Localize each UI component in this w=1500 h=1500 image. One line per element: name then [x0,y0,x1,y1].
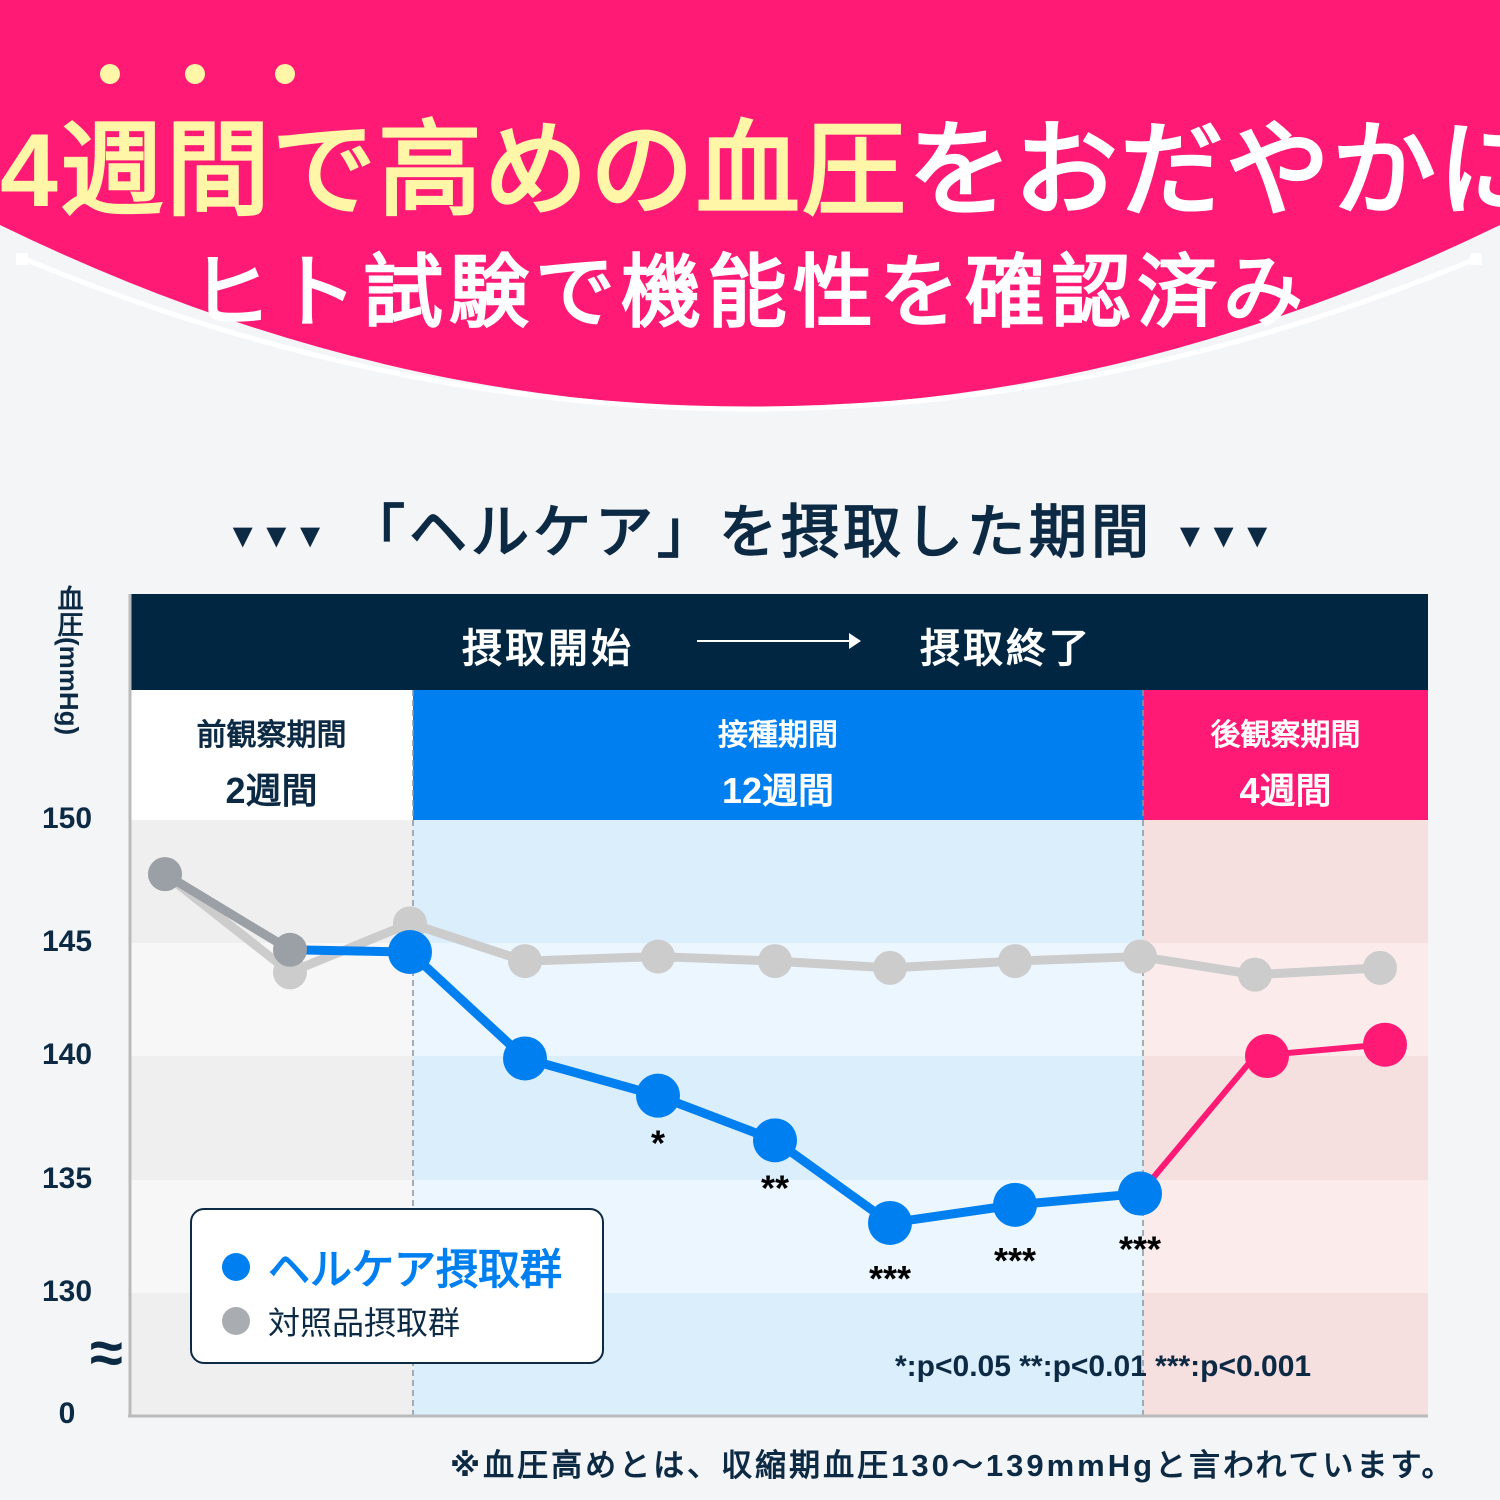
plot-band [130,1056,413,1180]
helcare-line-segment [772,1136,893,1227]
period-pre: 前観察期間 2週間 [130,690,413,820]
gray-dot-icon [222,1307,250,1335]
blue-dot-icon [222,1252,250,1281]
control-line-segment [1139,952,1256,980]
header-banner [0,0,1500,412]
y-tick: 130 [41,1275,93,1308]
significance-mark: *** [1119,1229,1161,1270]
plot-band [413,820,1143,943]
footnote: ※血圧高めとは、収縮期血圧130〜139mmHgと言われています。 [450,1448,1456,1483]
control-line-segment [657,952,776,966]
control-point [998,944,1032,979]
control-point [758,944,792,979]
significance-mark: * [651,1123,665,1164]
control-line-segment [889,956,1016,973]
significance-mark: *** [869,1258,911,1299]
intake-end-label: 摂取終了 [920,627,1092,671]
triangle-down-icon: ▼▼▼ [1173,517,1275,556]
section-title: ▼▼▼ 「ヘルケア」を摂取した期間 ▼▼▼ [225,500,1275,565]
helcare-point [868,1200,912,1245]
y-tick: 140 [41,1038,93,1071]
helcare-line-segment [162,870,293,954]
helcare-point [503,1036,547,1081]
control-point [873,950,907,985]
helcare-line-segment [523,1054,660,1101]
control-point [641,939,675,974]
helcare-point [636,1073,680,1118]
significance-note: *:p<0.05 **:p<0.01 ***:p<0.001 [895,1350,1312,1383]
control-line-segment [774,956,891,973]
helcare-line-segment [406,948,529,1062]
y-tick: 145 [41,925,93,958]
significance-mark: *** [994,1240,1036,1281]
control-line-segment [1254,963,1381,980]
plot-band [1143,1180,1428,1293]
period-post: 後観察期間 4週間 [1143,690,1428,820]
control-point [1363,950,1397,985]
control-line-segment [524,952,659,966]
axis-break-icon: ≈ [90,1319,123,1386]
control-line-segment [1014,952,1141,966]
legend-item-helcare: ヘルケア摂取群 [222,1236,562,1297]
timeline-bar: 摂取開始 摂取終了 [130,594,1428,690]
helcare-point [1118,1171,1162,1216]
plot-band [1143,820,1428,943]
plot-band [1143,1056,1428,1180]
control-point [1123,939,1157,974]
legend-item-control: 対照品摂取群 [222,1298,460,1344]
period-intake: 接種期間 12週間 [413,690,1143,820]
control-point [1238,957,1272,992]
control-point [508,944,542,979]
legend: ヘルケア摂取群 対照品摂取群 [190,1208,604,1364]
control-line-segment [408,919,527,966]
y-tick: 0 [58,1397,76,1430]
helcare-point [148,857,182,892]
helcare-point [993,1182,1037,1227]
y-axis-label: 血圧(mmHg) [54,585,84,736]
helcare-point [273,932,307,967]
headline: 4週間で高めの血圧をおだやかに [0,113,1500,229]
arrow-right-icon [697,633,861,649]
y-tick: 150 [41,802,93,835]
intake-start-label: 摂取開始 [462,627,634,671]
helcare-point [1363,1022,1407,1067]
helcare-point [388,930,432,975]
helcare-point [1245,1034,1289,1078]
helcare-line-segment [1137,1054,1258,1196]
plot-band [1143,1293,1428,1415]
helcare-point [753,1118,797,1163]
significance-mark: ** [761,1167,789,1208]
sub-headline: ヒト試験で機能性を確認済み [191,248,1309,337]
triangle-down-icon: ▼▼▼ [225,517,327,556]
y-tick: 135 [41,1162,93,1195]
